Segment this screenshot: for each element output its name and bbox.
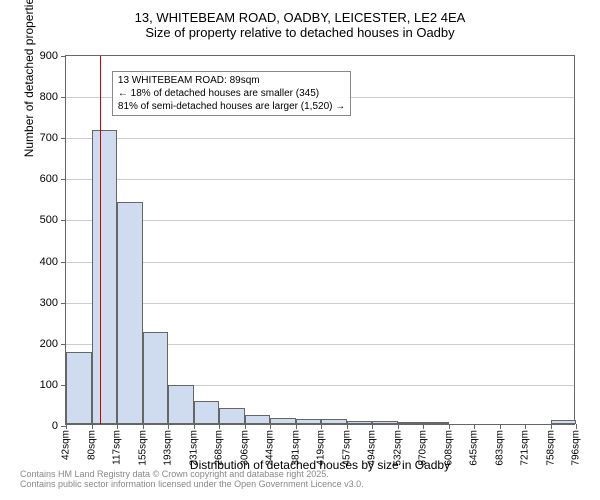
bar (398, 422, 424, 424)
bar (117, 202, 143, 424)
bar (194, 401, 220, 424)
bar (423, 422, 449, 424)
chart-title-main: 13, WHITEBEAM ROAD, OADBY, LEICESTER, LE… (10, 10, 590, 25)
y-tick (61, 262, 66, 263)
bar (143, 332, 169, 425)
x-tick (168, 424, 169, 429)
x-tick-label: 42sqm (61, 430, 72, 460)
y-tick-label: 500 (40, 214, 58, 226)
annotation-line2: ← 18% of detached houses are smaller (34… (118, 87, 345, 100)
bar (168, 385, 194, 424)
x-tick (423, 424, 424, 429)
x-tick (398, 424, 399, 429)
x-tick (66, 424, 67, 429)
x-tick (525, 424, 526, 429)
property-marker-line (100, 56, 101, 424)
y-tick-label: 0 (52, 420, 58, 432)
y-tick-label: 600 (40, 173, 58, 185)
y-tick (61, 303, 66, 304)
x-tick (576, 424, 577, 429)
bar (270, 418, 296, 424)
y-tick (61, 97, 66, 98)
y-tick-label: 800 (40, 91, 58, 103)
x-tick (551, 424, 552, 429)
x-tick (347, 424, 348, 429)
y-tick-label: 200 (40, 338, 58, 350)
bar (551, 420, 577, 424)
chart-title-sub: Size of property relative to detached ho… (10, 25, 590, 40)
bar (347, 421, 373, 424)
footer-attribution: Contains HM Land Registry data © Crown c… (20, 470, 364, 490)
bar (321, 419, 347, 424)
annotation-line1: 13 WHITEBEAM ROAD: 89sqm (118, 74, 345, 87)
bar (92, 130, 118, 424)
x-tick (372, 424, 373, 429)
x-tick (321, 424, 322, 429)
x-tick (194, 424, 195, 429)
y-tick (61, 179, 66, 180)
bar (296, 419, 322, 424)
x-tick (92, 424, 93, 429)
y-tick (61, 138, 66, 139)
x-tick (245, 424, 246, 429)
y-tick-label: 100 (40, 379, 58, 391)
y-tick-label: 700 (40, 132, 58, 144)
bar (66, 352, 92, 424)
y-tick (61, 56, 66, 57)
chart-container: 13, WHITEBEAM ROAD, OADBY, LEICESTER, LE… (10, 10, 590, 490)
x-tick-label: 80sqm (86, 430, 97, 460)
x-tick (219, 424, 220, 429)
plot-area: 010020030040050060070080090042sqm80sqm11… (65, 55, 575, 425)
bar (219, 408, 245, 424)
x-tick (474, 424, 475, 429)
gridline (66, 138, 574, 139)
x-tick (117, 424, 118, 429)
footer-line2: Contains public sector information licen… (20, 480, 364, 490)
bar (372, 421, 398, 424)
y-axis-title: Number of detached properties (22, 0, 36, 157)
y-tick (61, 344, 66, 345)
gridline (66, 179, 574, 180)
annotation-line3: 81% of semi-detached houses are larger (… (118, 100, 345, 113)
y-tick-label: 900 (40, 50, 58, 62)
x-tick (296, 424, 297, 429)
y-tick (61, 220, 66, 221)
y-tick-label: 400 (40, 256, 58, 268)
x-tick (143, 424, 144, 429)
y-tick-label: 300 (40, 297, 58, 309)
bar (245, 415, 271, 424)
x-tick (500, 424, 501, 429)
x-tick (449, 424, 450, 429)
annotation-box: 13 WHITEBEAM ROAD: 89sqm← 18% of detache… (112, 71, 351, 116)
x-tick (270, 424, 271, 429)
